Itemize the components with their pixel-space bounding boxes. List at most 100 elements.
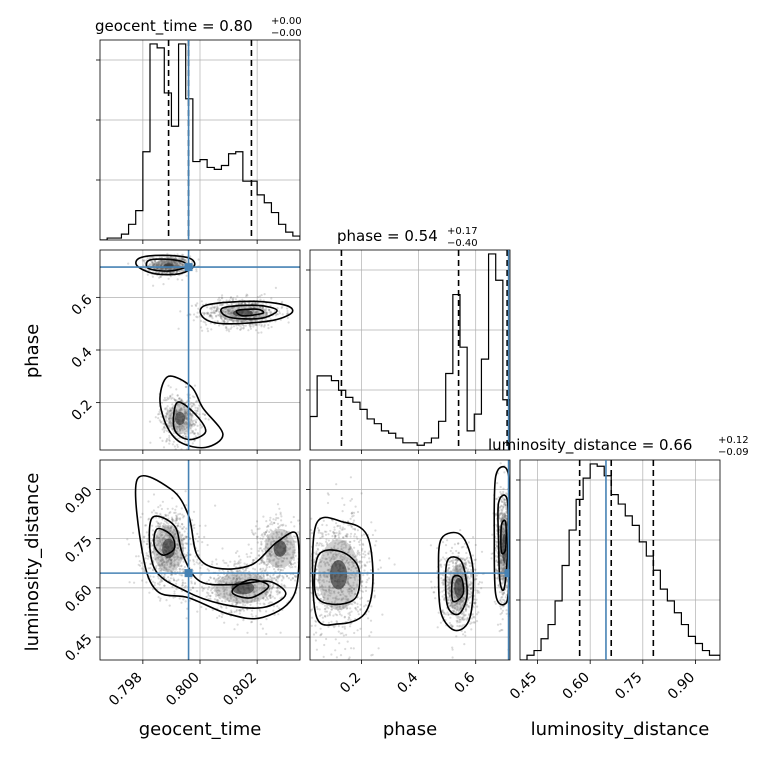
scatter-phase-lumdist-point-142 — [330, 608, 334, 611]
scatter-phase-lumdist-point-953 — [442, 574, 445, 577]
scatter-phase-lumdist-point-610 — [356, 549, 360, 553]
scatter-phase-lumdist-point-949 — [469, 573, 473, 576]
scatter-phase-lumdist-point-801 — [342, 593, 345, 596]
scatter-geocent-lumdist-point-1513 — [285, 536, 288, 539]
scatter-geocent-lumdist-point-919 — [241, 608, 244, 611]
scatter-geocent-lumdist-point-1811 — [282, 523, 285, 526]
scatter-geocent-phase-point-493 — [175, 262, 178, 265]
scatter-geocent-phase-point-1096 — [210, 306, 213, 310]
scatter-geocent-lumdist-point-1204 — [277, 577, 280, 580]
scatter-phase-lumdist-point-19 — [329, 551, 332, 554]
scatter-phase-lumdist-point-302 — [314, 639, 317, 642]
scatter-geocent-lumdist-point-139 — [146, 540, 149, 543]
scatter-geocent-lumdist-point-634 — [153, 581, 156, 584]
scatter-geocent-phase-point-1725 — [178, 405, 181, 408]
scatter-geocent-lumdist-point-839 — [285, 557, 288, 560]
scatter-geocent-lumdist-point-255 — [175, 582, 178, 585]
scatter-geocent-lumdist-point-1543 — [292, 558, 295, 562]
scatter-phase-lumdist-point-961 — [448, 560, 451, 564]
scatter-geocent-phase-point-47 — [169, 272, 172, 275]
scatter-geocent-lumdist-point-1110 — [283, 584, 286, 587]
scatter-geocent-lumdist-point-44 — [158, 537, 161, 540]
scatter-phase-lumdist-point-28 — [342, 543, 345, 546]
scatter-geocent-phase-point-1484 — [180, 398, 183, 401]
scatter-geocent-phase-point-311 — [167, 268, 170, 271]
scatter-phase-lumdist-point-1002 — [454, 566, 457, 569]
scatter-geocent-lumdist-point-1279 — [234, 562, 237, 565]
scatter-phase-lumdist-point-572 — [346, 581, 350, 584]
scatter-geocent-lumdist-point-1166 — [225, 574, 228, 577]
scatter-phase-lumdist-point-258 — [330, 604, 333, 607]
scatter-geocent-lumdist-point-1530 — [254, 557, 257, 560]
scatter-geocent-phase-point-705 — [257, 315, 260, 318]
scatter-geocent-lumdist-point-867 — [255, 615, 258, 618]
scatter-geocent-lumdist-point-1341 — [268, 587, 271, 590]
scatter-geocent-lumdist-point-1375 — [284, 585, 287, 588]
scatter-geocent-lumdist-point-262 — [155, 556, 158, 559]
scatter-geocent-phase-point-928 — [206, 311, 209, 314]
scatter-geocent-lumdist-point-1307 — [248, 573, 251, 577]
scatter-geocent-lumdist-point-1200 — [225, 591, 228, 594]
scatter-geocent-phase-point-1524 — [177, 425, 180, 428]
scatter-geocent-phase-point-1451 — [179, 407, 182, 410]
scatter-phase-lumdist-point-423 — [334, 599, 337, 602]
scatter-geocent-lumdist-point-815 — [222, 586, 225, 589]
scatter-geocent-lumdist-point-277 — [176, 524, 179, 528]
scatter-geocent-lumdist-point-1413 — [265, 632, 268, 636]
scatter-geocent-phase-point-1764 — [168, 407, 172, 410]
scatter-phase-lumdist-point-243 — [340, 597, 343, 600]
scatter-geocent-phase-point-643 — [143, 261, 146, 264]
scatter-geocent-phase-point-546 — [167, 259, 170, 262]
scatter-geocent-lumdist-point-1802 — [287, 530, 290, 533]
scatter-geocent-lumdist-point-1382 — [216, 586, 219, 589]
scatter-geocent-lumdist-point-1370 — [264, 569, 267, 572]
scatter-geocent-lumdist-point-1822 — [305, 557, 307, 559]
scatter-geocent-phase-point-1338 — [228, 307, 231, 310]
scatter-phase-lumdist-point-207 — [341, 528, 344, 531]
scatter-geocent-phase-point-1702 — [173, 445, 176, 448]
scatter-geocent-phase-point-1573 — [164, 418, 167, 421]
scatter-phase-lumdist-point-316 — [331, 519, 334, 522]
scatter-geocent-phase-point-954 — [205, 323, 208, 326]
scatter-geocent-lumdist-point-1751 — [272, 577, 275, 580]
scatter-phase-lumdist-point-849 — [366, 578, 369, 582]
scatter-geocent-phase-point-775 — [217, 310, 220, 313]
scatter-phase-lumdist-point-173 — [337, 630, 340, 633]
scatter-geocent-phase-point-326 — [158, 256, 161, 259]
scatter-geocent-phase-point-1064 — [238, 324, 241, 327]
scatter-geocent-phase-point-1598 — [184, 421, 187, 424]
scatter-geocent-lumdist-point-1443 — [235, 601, 238, 605]
scatter-geocent-phase-point-1125 — [226, 308, 230, 311]
scatter-geocent-phase-point-1569 — [193, 384, 197, 387]
scatter-phase-lumdist-point-985 — [456, 565, 459, 568]
scatter-geocent-lumdist-point-466 — [179, 525, 182, 528]
scatter-phase-lumdist-point-672 — [340, 589, 343, 592]
scatter-geocent-phase-point-252 — [179, 269, 182, 272]
scatter-geocent-phase-point-1160 — [240, 327, 243, 330]
scatter-geocent-lumdist-point-1562 — [255, 520, 259, 523]
scatter-geocent-lumdist-point-926 — [207, 585, 211, 589]
scatter-geocent-lumdist-point-397 — [194, 537, 197, 541]
scatter-geocent-lumdist-point-1779 — [304, 553, 306, 555]
scatter-phase-lumdist-point-689 — [323, 563, 327, 566]
scatter-geocent-lumdist-point-1474 — [226, 578, 229, 581]
scatter-geocent-lumdist-point-682 — [141, 512, 144, 516]
scatter-geocent-lumdist-point-592 — [176, 547, 179, 550]
scatter-geocent-lumdist-point-1847 — [288, 541, 291, 544]
scatter-phase-lumdist-point-164 — [341, 559, 344, 562]
scatter-phase-lumdist-point-319 — [317, 578, 320, 582]
hist-phase-frame — [309, 249, 511, 451]
scatter-phase-lumdist-point-796 — [327, 568, 331, 571]
scatter-phase-lumdist-point-984 — [456, 602, 459, 605]
scatter-phase-lumdist-point-259 — [307, 531, 309, 533]
scatter-phase-lumdist-point-354 — [324, 575, 327, 579]
scatter-geocent-phase-point-951 — [268, 309, 271, 312]
scatter-geocent-lumdist-point-508 — [175, 518, 178, 522]
scatter-geocent-lumdist-point-1446 — [271, 586, 274, 589]
scatter-geocent-phase-point-492 — [162, 260, 165, 263]
scatter-geocent-lumdist-point-467 — [175, 553, 178, 556]
scatter-phase-lumdist-point-240 — [359, 562, 362, 565]
scatter-phase-lumdist-point-80 — [328, 614, 332, 617]
scatter-geocent-lumdist-point-1803 — [260, 542, 263, 545]
scatter-geocent-lumdist-point-573 — [196, 540, 199, 543]
